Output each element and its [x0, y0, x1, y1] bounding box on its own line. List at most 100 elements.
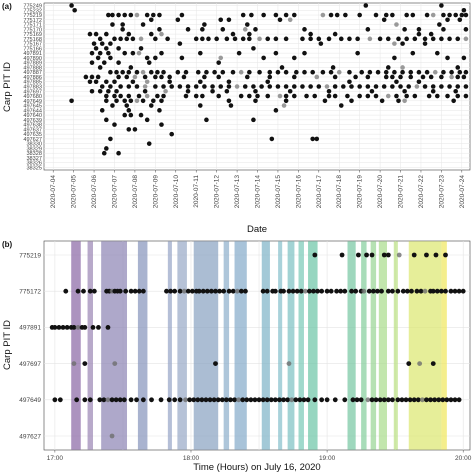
- detection-point: [349, 84, 354, 89]
- detection-point: [161, 93, 166, 99]
- detection-point: [312, 252, 318, 258]
- detection-point: [179, 55, 185, 61]
- detection-point: [441, 27, 446, 32]
- detection-point: [277, 93, 283, 99]
- detection-point: [365, 74, 371, 80]
- detection-point: [120, 69, 125, 75]
- detection-point: [93, 79, 99, 85]
- detection-point: [444, 397, 450, 403]
- detection-point: [332, 74, 338, 80]
- detection-point: [106, 12, 111, 18]
- detection-point: [108, 55, 113, 61]
- detection-point: [455, 93, 461, 99]
- detection-point: [273, 50, 279, 56]
- detection-point: [364, 252, 369, 258]
- detection-point: [124, 74, 130, 80]
- detection-point: [82, 397, 88, 403]
- panel-b-y-tick-labels: 775219 775172 497891 497697 497649 497627: [19, 252, 41, 440]
- detection-point: [113, 397, 119, 403]
- x-tick-label: 2020-07-04: [50, 175, 57, 209]
- detection-point: [435, 93, 440, 99]
- detection-point: [353, 74, 358, 80]
- detection-point: [97, 65, 103, 70]
- detection-point: [319, 397, 325, 403]
- panel-b: (b) 775219 775172 497891 497697 497649 497627…: [2, 240, 472, 473]
- detection-point: [455, 74, 461, 80]
- detection-point: [144, 12, 150, 18]
- detection-point: [447, 36, 452, 42]
- detection-point: [211, 397, 217, 403]
- detection-point: [240, 36, 246, 42]
- detection-point: [104, 146, 109, 151]
- y-tick-label: 497888: [23, 65, 42, 71]
- detection-point: [365, 93, 371, 99]
- y-tick-label: 775169: [23, 32, 42, 38]
- detection-point: [433, 252, 439, 258]
- detection-point: [198, 79, 203, 85]
- y-tick-label: 775172: [19, 289, 41, 296]
- detection-point: [112, 361, 118, 366]
- detection-point: [159, 98, 164, 104]
- detection-point: [101, 60, 107, 65]
- detection-point: [130, 36, 136, 42]
- detection-point: [166, 397, 172, 403]
- detection-point: [175, 69, 181, 75]
- detection-point: [187, 397, 193, 403]
- detection-point: [283, 84, 289, 89]
- detection-point: [392, 41, 397, 46]
- detection-point: [128, 112, 134, 118]
- detection-point: [339, 252, 345, 258]
- detection-point: [238, 93, 244, 99]
- detection-point: [273, 36, 279, 42]
- detection-point: [404, 288, 410, 294]
- x-tick-label: 2020-07-22: [418, 175, 425, 209]
- y-tick-label: 497637: [23, 127, 42, 133]
- detection-point: [267, 74, 273, 80]
- detection-point: [153, 36, 158, 42]
- detection-point: [159, 31, 164, 37]
- detection-point: [395, 397, 401, 403]
- detection-point: [434, 288, 440, 294]
- detection-point: [400, 41, 405, 46]
- detection-point: [357, 12, 362, 18]
- detection-point: [165, 36, 170, 42]
- detection-point: [290, 288, 296, 294]
- detection-point: [410, 12, 416, 18]
- detection-point: [159, 74, 164, 80]
- detection-point: [57, 397, 63, 403]
- detection-point: [319, 288, 325, 294]
- detection-point: [448, 288, 454, 294]
- detection-point: [134, 98, 140, 104]
- detection-point: [302, 50, 307, 56]
- detection-point: [308, 36, 313, 42]
- detection-point: [412, 93, 418, 99]
- detection-point: [123, 288, 129, 294]
- y-tick-label: 497638: [23, 123, 42, 129]
- detection-point: [82, 361, 88, 366]
- detection-point: [399, 397, 405, 403]
- x-tick-label: 2020-07-17: [316, 175, 323, 209]
- detection-point: [203, 397, 209, 403]
- detection-point: [132, 288, 138, 294]
- x-tick-label: 2020-07-11: [193, 175, 200, 208]
- detection-point: [216, 74, 221, 80]
- panel-b-points: [49, 252, 466, 439]
- detection-point: [104, 93, 109, 99]
- y-tick-label: 497697: [23, 89, 42, 95]
- detection-point: [294, 69, 299, 75]
- shaded-band: [441, 241, 447, 450]
- detection-point: [256, 397, 262, 403]
- detection-point: [142, 84, 148, 89]
- detection-point: [128, 288, 134, 294]
- detection-point: [448, 397, 454, 403]
- detection-point: [136, 288, 142, 294]
- detection-point: [279, 65, 285, 70]
- detection-point: [242, 27, 248, 32]
- detection-point: [253, 27, 258, 32]
- detection-point: [294, 288, 300, 294]
- detection-point: [118, 84, 123, 89]
- detection-point: [268, 397, 274, 403]
- detection-point: [214, 36, 219, 42]
- detection-point: [146, 60, 152, 65]
- detection-point: [310, 136, 315, 142]
